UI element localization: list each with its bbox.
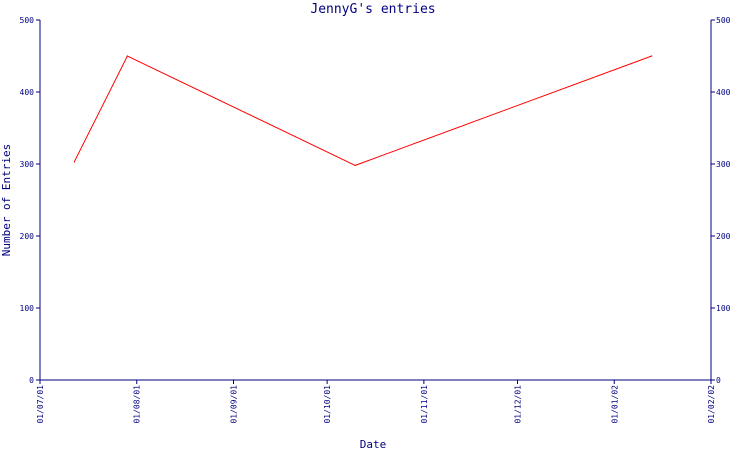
x-tick-label: 01/01/02 bbox=[610, 385, 619, 424]
series-layer bbox=[73, 55, 653, 167]
y-tick-label-left: 400 bbox=[20, 88, 35, 97]
y-tick-label-left: 100 bbox=[20, 304, 35, 313]
y-tick-label-left: 200 bbox=[20, 232, 35, 241]
y-tick-label-left: 0 bbox=[29, 376, 34, 385]
plot-frame bbox=[39, 20, 712, 381]
right-y-axis: 0 100 200 300 400 500 bbox=[711, 16, 731, 385]
y-tick-label-right: 100 bbox=[716, 304, 731, 313]
y-tick-label-right: 0 bbox=[716, 376, 721, 385]
y-tick-label-right: 400 bbox=[716, 88, 731, 97]
x-tick-label: 01/10/01 bbox=[323, 385, 332, 424]
y-tick-label-right: 300 bbox=[716, 160, 731, 169]
y-tick-label-right: 500 bbox=[716, 16, 731, 25]
y-tick-label-right: 200 bbox=[716, 232, 731, 241]
data-point bbox=[126, 55, 128, 57]
data-point bbox=[73, 161, 75, 163]
series-line bbox=[73, 55, 652, 166]
x-tick-label: 01/02/02 bbox=[707, 385, 716, 424]
left-y-axis: 0 100 200 300 400 500 bbox=[20, 16, 40, 385]
x-tick-label: 01/12/01 bbox=[514, 385, 523, 424]
x-tick-label: 01/07/01 bbox=[36, 385, 45, 424]
x-axis: 01/07/01 01/08/01 01/09/01 01/10/01 01/11/01… bbox=[36, 380, 716, 424]
y-axis-label: Number of Entries bbox=[0, 144, 13, 257]
data-point bbox=[354, 164, 356, 167]
data-point bbox=[651, 55, 653, 57]
x-tick-label: 01/11/01 bbox=[420, 385, 429, 424]
x-tick-label: 01/08/01 bbox=[133, 385, 142, 424]
chart-title: JennyG's entries bbox=[310, 2, 435, 17]
y-tick-label-left: 500 bbox=[20, 16, 35, 25]
x-axis-label: Date bbox=[360, 438, 387, 450]
y-tick-label-left: 300 bbox=[20, 160, 35, 169]
x-tick-label: 01/09/01 bbox=[229, 385, 238, 424]
